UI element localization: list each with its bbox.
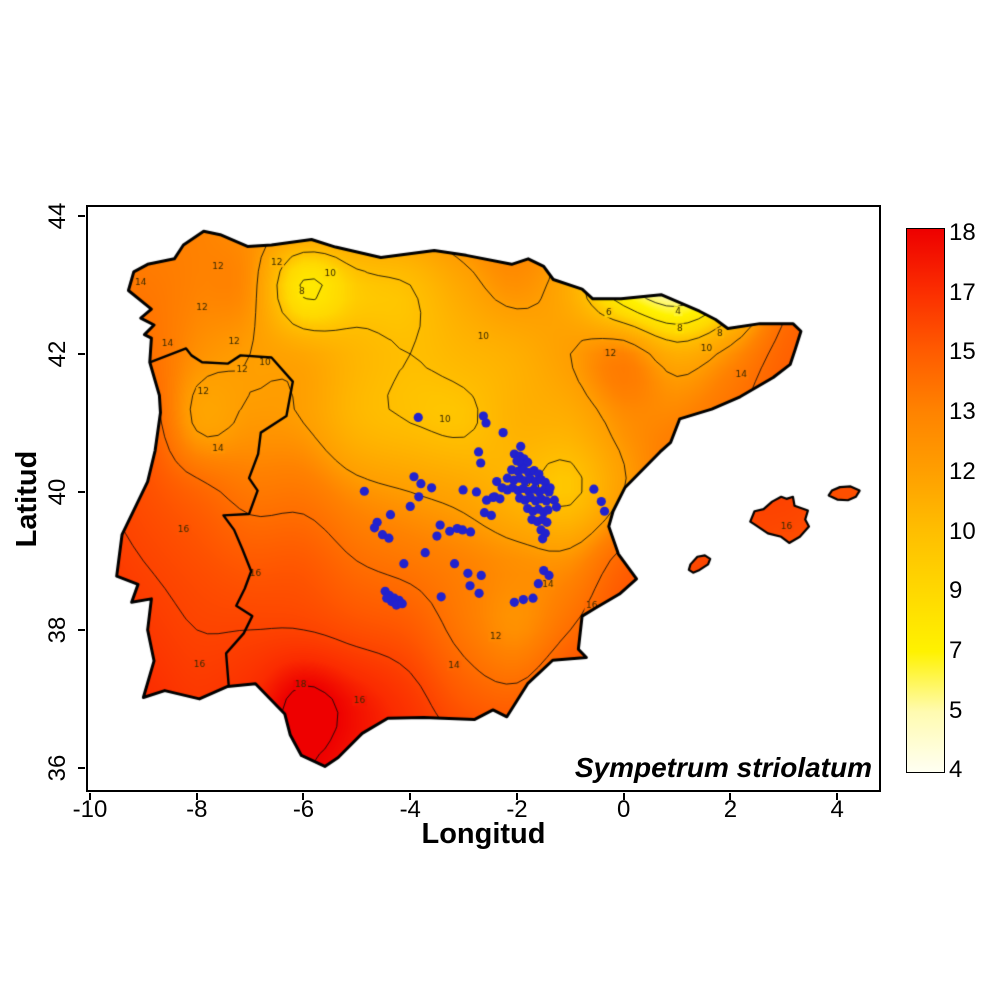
colorbar-tick-label: 10 [949, 517, 976, 545]
x-tick [302, 793, 305, 800]
x-axis-title: Longitud [421, 818, 546, 850]
x-tick [515, 793, 518, 800]
y-tick-label: 36 [44, 754, 71, 782]
y-tick [78, 628, 85, 631]
x-tick-label: 2 [723, 796, 738, 823]
colorbar-tick-label: 9 [949, 577, 963, 605]
x-tick-label: 4 [830, 796, 844, 823]
x-tick-label: -6 [292, 796, 315, 823]
y-tick [78, 766, 85, 769]
colorbar-tick-label: 17 [949, 278, 976, 306]
iberia-temperature-map-canvas [86, 205, 881, 792]
y-tick [78, 490, 85, 493]
colorbar-tick-label: 15 [949, 338, 976, 366]
x-tick [409, 793, 412, 800]
colorbar-tick-label: 5 [949, 696, 963, 724]
x-tick [836, 793, 839, 800]
x-tick [729, 793, 732, 800]
y-tick [78, 352, 85, 355]
colorbar-tick-label: 18 [949, 219, 976, 246]
x-tick [622, 793, 625, 800]
temperature-colorbar [906, 228, 945, 773]
x-tick-label: -8 [186, 796, 208, 823]
colorbar-tick-label: 13 [949, 398, 976, 426]
y-axis-title: Latitud [11, 450, 43, 548]
colorbar-tick-label: 12 [949, 457, 976, 485]
x-tick [89, 793, 91, 800]
y-tick-label: 44 [44, 202, 71, 230]
x-tick-label: -4 [399, 796, 421, 823]
colorbar-tick-label: 7 [949, 636, 963, 664]
x-tick-label: -10 [72, 796, 108, 823]
y-tick-label: 40 [44, 478, 71, 506]
y-tick-label: 42 [44, 340, 71, 368]
colorbar-tick-label: 4 [949, 756, 963, 784]
x-tick [195, 793, 198, 800]
y-tick-label: 38 [44, 616, 71, 644]
species-name-label: Sympetrum striolatum [574, 752, 872, 783]
x-tick-label: -2 [506, 796, 528, 823]
x-tick-label: 0 [617, 796, 631, 823]
y-tick [78, 215, 85, 218]
